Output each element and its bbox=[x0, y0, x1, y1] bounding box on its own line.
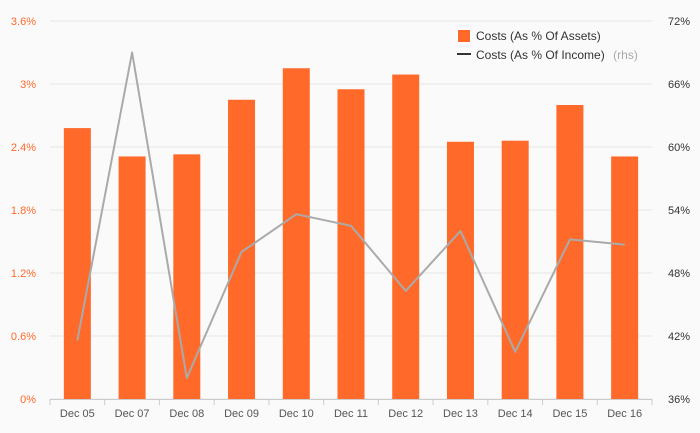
x-axis: Dec 05 Dec 07 Dec 08 Dec 09 Dec 10 Dec 11 Dec … bbox=[49, 399, 653, 420]
x-tick-label: Dec 05 bbox=[60, 408, 95, 420]
legend-label-line: Costs (As % Of Income) bbox=[476, 48, 605, 62]
line-point bbox=[350, 225, 352, 227]
line-series-costs-income bbox=[76, 51, 626, 379]
x-tick-label: Dec 15 bbox=[552, 408, 587, 420]
bar bbox=[556, 105, 584, 399]
y-right-tick-label: 54% bbox=[668, 205, 690, 217]
line-point bbox=[569, 238, 571, 240]
bar bbox=[63, 128, 91, 399]
bar bbox=[282, 68, 310, 399]
y-right-tick-label: 48% bbox=[668, 268, 690, 280]
y-left-tick-label: 3.6% bbox=[11, 16, 36, 28]
bar-series-costs-assets bbox=[63, 68, 639, 400]
y-right-tick-label: 72% bbox=[668, 16, 690, 28]
y-left-tick-label: 1.8% bbox=[11, 205, 36, 217]
y-left-tick-label: 1.2% bbox=[11, 268, 36, 280]
line-point bbox=[405, 290, 407, 292]
line-point bbox=[514, 351, 516, 353]
bar bbox=[611, 156, 639, 399]
x-tick-label: Dec 13 bbox=[443, 408, 478, 420]
line-point bbox=[186, 377, 188, 379]
y-right-tick-label: 36% bbox=[668, 394, 690, 406]
bar bbox=[392, 74, 420, 400]
x-tick-label: Dec 07 bbox=[115, 408, 150, 420]
y-axis-left: 0% 0.6% 1.2% 1.8% 2.4% 3% 3.6% bbox=[11, 16, 36, 406]
legend-swatch-bar bbox=[458, 30, 470, 42]
x-tick-label: Dec 11 bbox=[334, 408, 368, 420]
y-left-tick-label: 0.6% bbox=[11, 331, 36, 343]
bar bbox=[337, 89, 365, 399]
line-point bbox=[459, 230, 461, 232]
x-tick-label: Dec 14 bbox=[498, 408, 533, 420]
y-left-tick-label: 2.4% bbox=[11, 142, 36, 154]
y-right-tick-label: 66% bbox=[668, 79, 690, 91]
x-tick-label: Dec 09 bbox=[224, 408, 259, 420]
legend-label-bar: Costs (As % Of Assets) bbox=[476, 29, 601, 43]
bar bbox=[446, 141, 474, 399]
bar bbox=[173, 154, 201, 399]
legend-label-line-group: Costs (As % Of Income) (rhs) bbox=[476, 46, 638, 63]
line-point bbox=[241, 251, 243, 253]
line-point bbox=[131, 52, 133, 53]
y-right-tick-label: 42% bbox=[668, 331, 690, 343]
x-tick-label: Dec 12 bbox=[388, 408, 423, 420]
x-tick-label: Dec 08 bbox=[169, 408, 204, 420]
line-point bbox=[295, 213, 297, 215]
y-axis-right: 36% 42% 48% 54% 60% 66% 72% bbox=[668, 16, 690, 406]
y-left-tick-label: 0% bbox=[20, 394, 36, 406]
y-right-tick-label: 60% bbox=[668, 142, 690, 154]
y-left-tick-label: 3% bbox=[20, 79, 36, 91]
bar bbox=[501, 140, 529, 399]
line-point bbox=[76, 339, 78, 341]
bar bbox=[228, 99, 256, 399]
line-point bbox=[624, 244, 626, 246]
x-tick-label: Dec 16 bbox=[607, 408, 642, 420]
legend: Costs (As % Of Assets) Costs (As % Of In… bbox=[457, 29, 638, 63]
legend-label-rhs: (rhs) bbox=[613, 48, 638, 62]
x-tick-label: Dec 10 bbox=[279, 408, 314, 420]
bar bbox=[118, 156, 146, 399]
